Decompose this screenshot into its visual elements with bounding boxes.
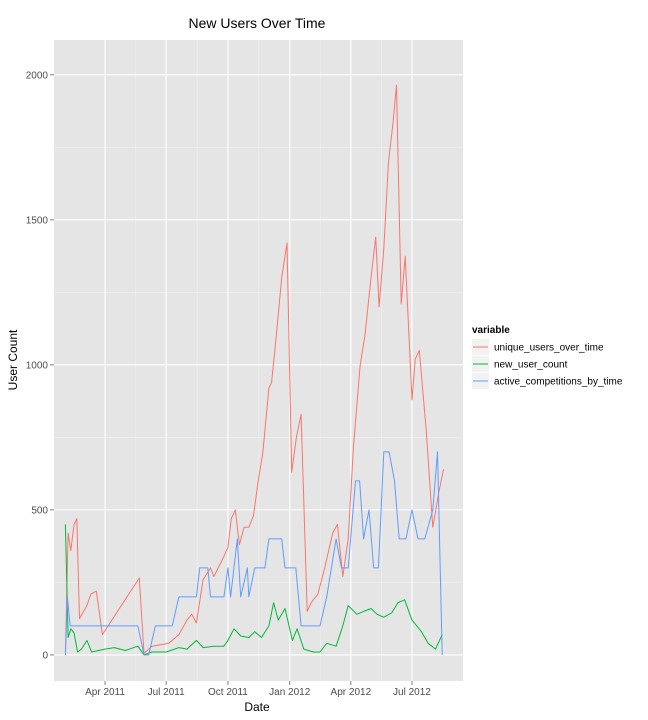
- y-tick-label: 0: [42, 650, 48, 661]
- y-tick-label: 500: [31, 505, 48, 516]
- x-tick-label: Jan 2012: [269, 687, 311, 698]
- legend-title: variable: [472, 325, 510, 336]
- x-tick-label: Oct 2011: [208, 687, 248, 698]
- plot-panel: [54, 40, 463, 681]
- y-tick-label: 2000: [26, 70, 49, 81]
- x-axis-title: Date: [244, 700, 270, 714]
- legend: variable unique_users_over_time new_user_…: [472, 325, 623, 389]
- legend-label: new_user_count: [494, 360, 568, 371]
- x-tick-label: Jul 2011: [148, 687, 186, 698]
- axis-ticks: 0 500 1000 1500 2000 Apr 2011 Jul 2011 Oct 2011…: [26, 70, 432, 698]
- y-tick-label: 1500: [26, 215, 49, 226]
- series-line-unique_users_over_time: [64, 84, 444, 655]
- legend-label: active_competitions_by_time: [494, 377, 623, 388]
- x-tick-label: Apr 2011: [85, 687, 125, 698]
- y-axis-title: User Count: [6, 329, 20, 390]
- series-line-new_user_count: [64, 524, 443, 656]
- legend-label: unique_users_over_time: [494, 343, 604, 354]
- x-tick-label: Apr 2012: [331, 687, 372, 698]
- chart-title: New Users Over Time: [189, 15, 326, 31]
- series-line-active_competitions_by_time: [64, 451, 443, 656]
- y-tick-label: 1000: [26, 360, 49, 371]
- series-lines: [64, 84, 444, 656]
- x-tick-label: Jul 2012: [393, 687, 431, 698]
